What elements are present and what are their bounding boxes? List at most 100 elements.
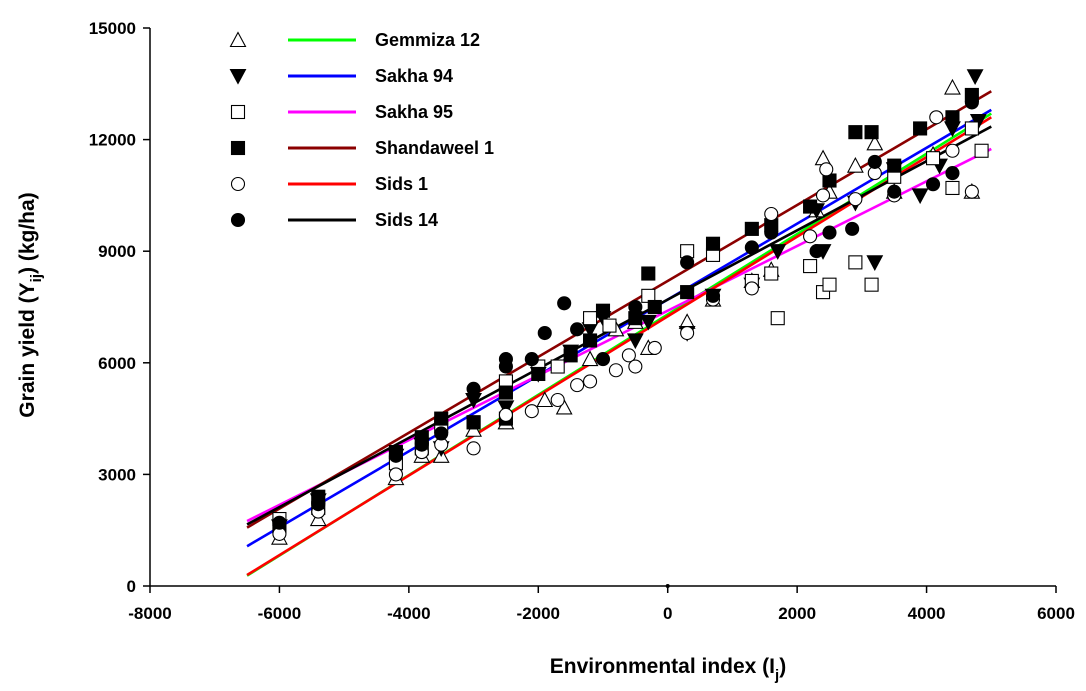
x-tick-label: -2000 xyxy=(517,604,560,623)
data-point-sids-14 xyxy=(964,95,979,110)
data-point-sids-1 xyxy=(929,110,944,125)
data-point-sids-14 xyxy=(680,255,695,270)
data-point-gemmiza-12 xyxy=(581,350,599,367)
data-point-sakha-95 xyxy=(925,151,941,166)
legend-label-sakha-94: Sakha 94 xyxy=(375,66,453,86)
x-tick-label: -6000 xyxy=(258,604,301,623)
data-point-sids-14 xyxy=(570,322,585,337)
data-point-sids-14 xyxy=(887,184,902,199)
legend-label-sakha-95: Sakha 95 xyxy=(375,102,453,122)
data-point-sakha-95 xyxy=(974,143,989,158)
data-point-sakha-95 xyxy=(764,266,779,281)
data-point-sakha-94 xyxy=(911,188,929,205)
x-tick-label: 0 xyxy=(663,604,672,623)
data-point-sakha-95 xyxy=(864,277,879,292)
data-point-sids-1 xyxy=(621,348,636,363)
data-point-sids-1 xyxy=(524,404,539,419)
legend-label-sids-14: Sids 14 xyxy=(375,210,438,230)
data-point-sakha-95 xyxy=(602,318,617,333)
data-point-sakha-94 xyxy=(639,314,657,331)
data-point-sids-1 xyxy=(388,467,403,482)
data-point-gemmiza-12 xyxy=(944,78,961,95)
data-point-shandaweel-1 xyxy=(887,158,902,173)
y-tick-label: 0 xyxy=(127,577,136,596)
data-point-shandaweel-1 xyxy=(434,411,449,426)
data-point-shandaweel-1 xyxy=(864,125,879,140)
data-point-sids-1 xyxy=(819,162,834,177)
data-point-sids-1 xyxy=(945,143,960,158)
legend: Gemmiza 12 Sakha 94 Sakha 95 Shandaweel 1 Si… xyxy=(229,30,494,230)
data-point-sakha-95 xyxy=(964,121,979,136)
data-point-shandaweel-1 xyxy=(563,348,578,363)
data-point-sakha-95 xyxy=(822,277,837,292)
data-point-sids-14 xyxy=(524,352,539,367)
data-point-sakha-94 xyxy=(626,333,644,350)
x-tick-label: -8000 xyxy=(128,604,171,623)
data-point-gemmiza-12 xyxy=(846,156,864,173)
data-point-shandaweel-1 xyxy=(466,415,481,430)
data-point-gemmiza-12 xyxy=(866,134,884,151)
data-point-sakha-94 xyxy=(966,69,984,86)
data-point-gemmiza-12 xyxy=(536,391,554,408)
legend-label-gemmiza-12: Gemmiza 12 xyxy=(375,30,480,50)
origin-dot xyxy=(665,584,670,588)
data-point-sakha-95 xyxy=(583,311,598,326)
data-point-sids-14 xyxy=(498,352,513,367)
legend-marker-sakha-95 xyxy=(230,104,246,120)
x-axis-title: Environmental index (Ij) xyxy=(550,655,786,684)
data-point-sids-14 xyxy=(272,515,287,530)
data-point-sids-1 xyxy=(744,281,759,296)
data-point-sids-1 xyxy=(815,188,831,203)
data-point-sids-1 xyxy=(680,325,695,341)
y-tick-label: 12000 xyxy=(89,131,136,150)
data-point-sids-14 xyxy=(311,497,326,512)
data-point-sids-14 xyxy=(628,299,643,315)
data-point-sids-14 xyxy=(845,221,860,236)
data-point-sids-1 xyxy=(647,340,662,355)
data-point-sids-1 xyxy=(498,407,513,422)
data-point-sids-1 xyxy=(628,359,643,374)
data-point-shandaweel-1 xyxy=(531,366,546,382)
regression-line-sids-14 xyxy=(246,125,992,526)
x-tick-label: -4000 xyxy=(387,604,430,623)
data-point-sids-1 xyxy=(964,184,979,199)
data-point-sids-14 xyxy=(537,325,552,341)
data-point-sids-14 xyxy=(867,154,882,169)
data-point-sids-14 xyxy=(557,296,572,311)
legend-marker-sids-1 xyxy=(230,176,246,192)
data-point-shandaweel-1 xyxy=(498,385,513,400)
data-point-sakha-95 xyxy=(550,359,565,374)
legend-marker-sids-14 xyxy=(230,212,246,228)
legend-marker-shandaweel-1 xyxy=(230,140,246,156)
data-point-shandaweel-1 xyxy=(913,121,928,136)
data-point-shandaweel-1 xyxy=(945,110,960,125)
data-point-shandaweel-1 xyxy=(705,236,721,251)
legend-label-sids-1: Sids 1 xyxy=(375,174,428,194)
regression-line-shandaweel-1 xyxy=(246,90,992,529)
data-point-sids-14 xyxy=(822,225,837,240)
y-tick-label: 9000 xyxy=(98,242,136,261)
data-point-sakha-94 xyxy=(866,255,884,272)
data-point-sids-14 xyxy=(764,225,779,240)
data-point-sids-1 xyxy=(466,441,481,456)
data-point-sakha-94 xyxy=(769,244,787,260)
x-tick-label: 2000 xyxy=(778,604,816,623)
data-point-sids-14 xyxy=(434,426,449,441)
data-point-sids-1 xyxy=(608,363,623,378)
data-point-sids-14 xyxy=(945,166,960,181)
y-tick-label: 15000 xyxy=(89,19,136,38)
legend-marker-gemmiza-12 xyxy=(229,31,247,48)
data-point-sakha-95 xyxy=(803,259,818,274)
legend-label-shandaweel-1: Shandaweel 1 xyxy=(375,138,494,158)
data-point-gemmiza-12 xyxy=(814,149,832,166)
data-point-sids-14 xyxy=(414,437,429,452)
data-point-sakha-95 xyxy=(945,180,960,196)
y-axis-title: Grain yield (Yij) (kg/ha) xyxy=(16,192,45,417)
data-point-sids-14 xyxy=(809,244,824,259)
data-point-sids-1 xyxy=(803,229,818,244)
data-point-sids-1 xyxy=(583,374,598,389)
data-point-shandaweel-1 xyxy=(583,333,598,348)
legend-marker-sakha-94 xyxy=(229,68,247,85)
data-point-shandaweel-1 xyxy=(744,221,759,236)
